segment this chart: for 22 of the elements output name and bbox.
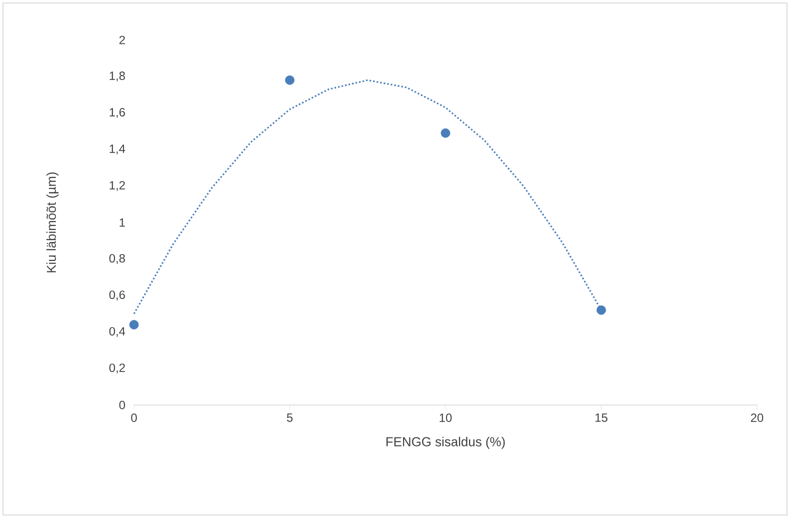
point xyxy=(596,305,606,315)
y-tick-label: 0 xyxy=(119,400,126,410)
y-tick-label: 0,8 xyxy=(109,254,125,264)
y-tick-label: 0,6 xyxy=(109,290,125,300)
point xyxy=(285,75,294,85)
x-tick-label: 10 xyxy=(440,414,452,422)
y-tick-label: 1,2 xyxy=(110,181,125,191)
y-tick-label: 2 xyxy=(119,36,125,44)
y-tick-label: 1,8 xyxy=(110,72,125,82)
x-tick-label: 5 xyxy=(286,414,293,422)
point xyxy=(440,128,450,138)
x-axis-title: FENGG sisaldus (%) xyxy=(386,436,505,449)
x-tick-label: 15 xyxy=(596,414,608,422)
y-tick-label: 0,4 xyxy=(109,327,126,337)
y-tick-label: 1 xyxy=(120,218,125,227)
y-tick-label: 1,4 xyxy=(110,144,126,154)
x-tick-label: 0 xyxy=(131,414,137,422)
point xyxy=(129,320,139,330)
y-tick-label: 0,2 xyxy=(109,364,125,374)
y-tick-label: 1,6 xyxy=(110,108,125,118)
y-axis-title: Kiu läbimõõt (µm) xyxy=(46,172,58,272)
x-tick-label: 20 xyxy=(750,414,764,422)
